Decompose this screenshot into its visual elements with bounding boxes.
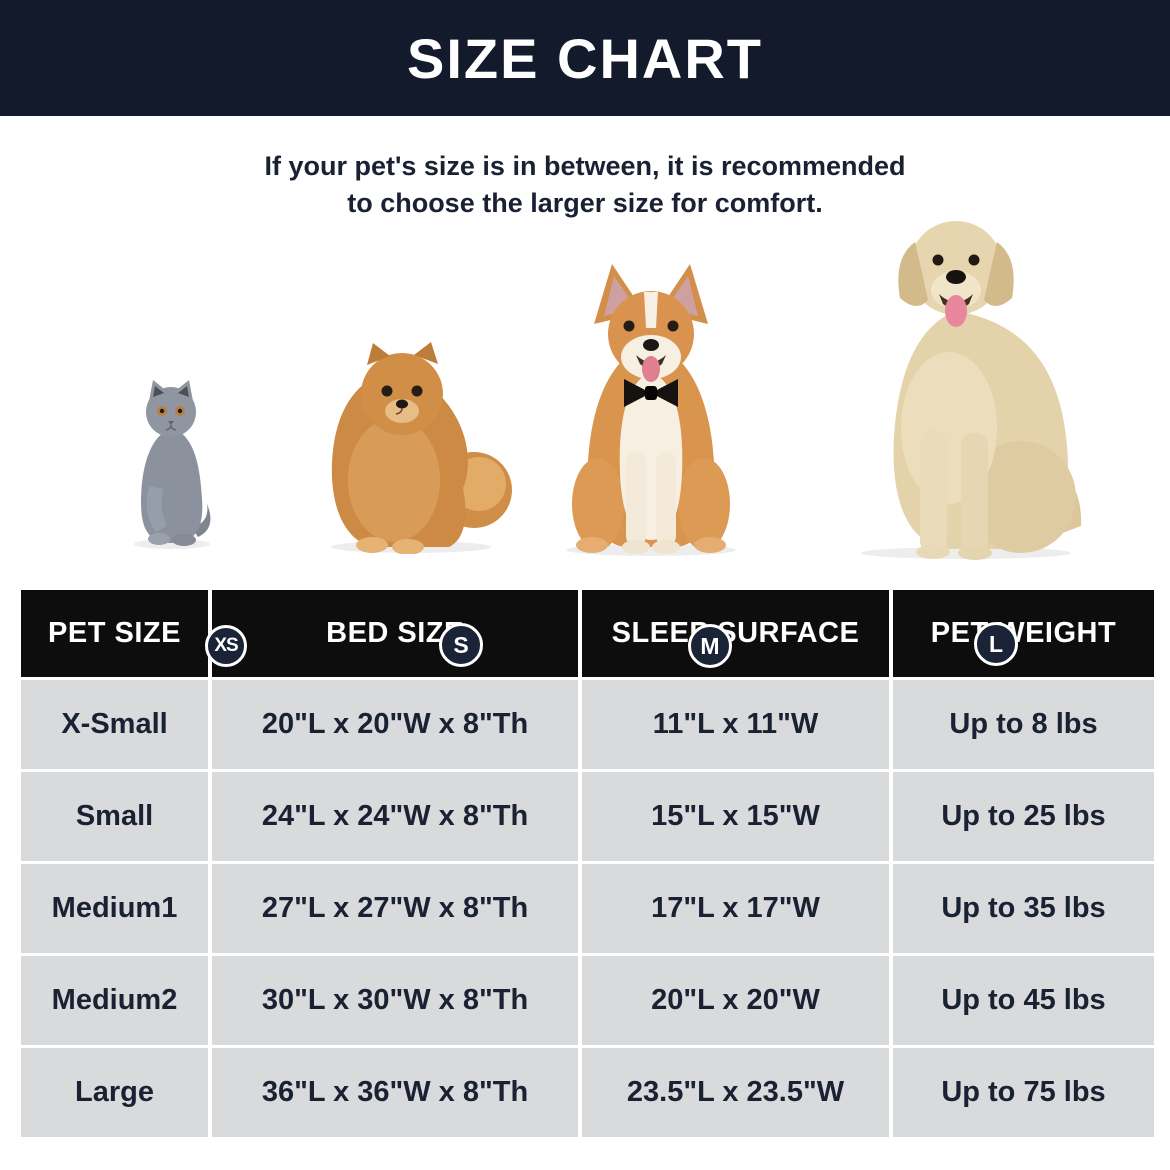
size-table: PET SIZE BED SIZE SLEEP SURFACE PET WEIG…	[21, 590, 1154, 1137]
column-header-pet-size: PET SIZE	[21, 590, 208, 677]
table-cell: 17"L x 17"W	[582, 864, 889, 953]
table-cell: Large	[21, 1048, 208, 1137]
table-cell: 15"L x 15"W	[582, 772, 889, 861]
pomeranian-icon	[331, 342, 512, 554]
corgi-illustration	[556, 262, 746, 558]
subtitle-line-2: to choose the larger size for comfort.	[347, 188, 823, 218]
pomeranian-illustration	[316, 338, 516, 554]
table-cell: 30"L x 30"W x 8"Th	[212, 956, 578, 1045]
table-cell: Up to 75 lbs	[893, 1048, 1154, 1137]
table-cell: 20"L x 20"W	[582, 956, 889, 1045]
table-cell: 11"L x 11"W	[582, 680, 889, 769]
golden-retriever-illustration	[836, 216, 1088, 560]
table-cell: Up to 25 lbs	[893, 772, 1154, 861]
table-cell: 24"L x 24"W x 8"Th	[212, 772, 578, 861]
table-cell: Medium1	[21, 864, 208, 953]
subtitle-line-1: If your pet's size is in between, it is …	[264, 151, 906, 181]
table-cell: Medium2	[21, 956, 208, 1045]
corgi-icon	[566, 264, 736, 556]
header-banner: SIZE CHART	[0, 0, 1170, 116]
size-badge-xs: XS	[205, 625, 247, 667]
pets-size-comparison: XS S M L	[0, 116, 1170, 668]
column-header-bed-size: BED SIZE	[212, 590, 578, 677]
table-cell: 27"L x 27"W x 8"Th	[212, 864, 578, 953]
size-badge-m: M	[688, 624, 732, 668]
table-cell: Up to 35 lbs	[893, 864, 1154, 953]
table-cell: Up to 8 lbs	[893, 680, 1154, 769]
column-header-pet-weight: PET WEIGHT	[893, 590, 1154, 677]
cat-icon	[134, 380, 211, 549]
cat-illustration	[128, 378, 216, 550]
table-cell: Up to 45 lbs	[893, 956, 1154, 1045]
size-badge-l: L	[974, 622, 1018, 666]
golden-retriever-icon	[861, 221, 1082, 560]
size-badge-s: S	[439, 623, 483, 667]
column-header-sleep-surface: SLEEP SURFACE	[582, 590, 889, 677]
table-cell: 36"L x 36"W x 8"Th	[212, 1048, 578, 1137]
table-cell: X-Small	[21, 680, 208, 769]
page-title: SIZE CHART	[407, 26, 763, 90]
table-cell: 23.5"L x 23.5"W	[582, 1048, 889, 1137]
table-cell: 20"L x 20"W x 8"Th	[212, 680, 578, 769]
table-cell: Small	[21, 772, 208, 861]
subtitle: If your pet's size is in between, it is …	[0, 148, 1170, 222]
